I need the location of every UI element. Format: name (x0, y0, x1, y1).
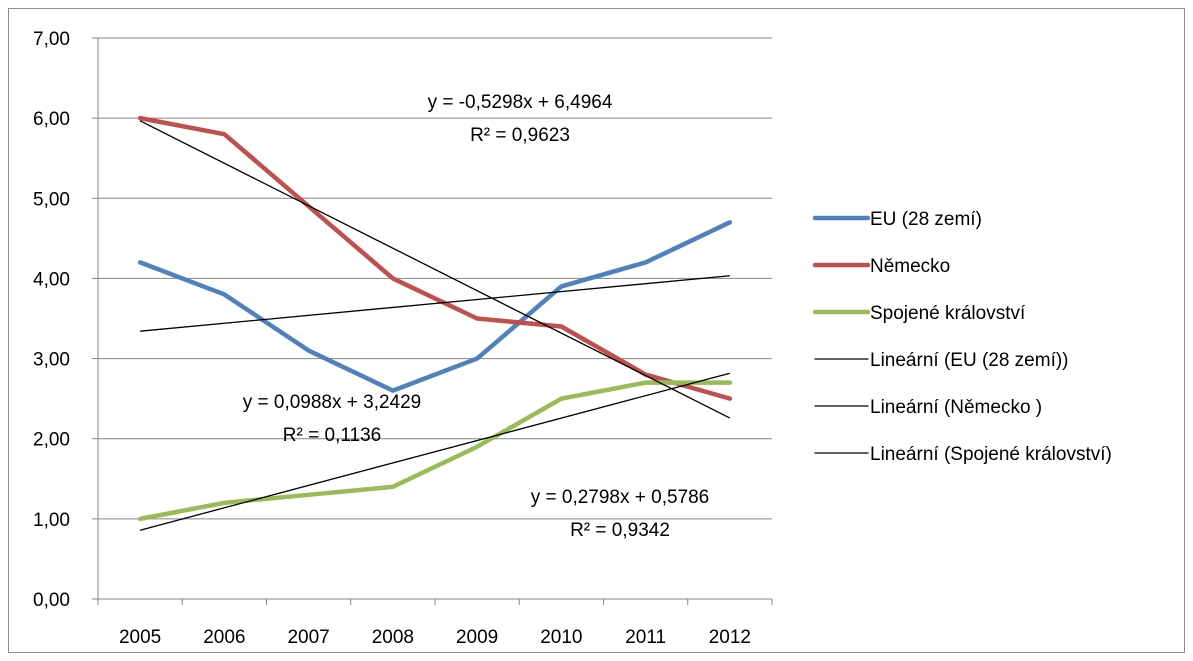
x-tick-label: 2012 (709, 627, 751, 648)
legend-label-2: Německo (870, 256, 950, 277)
legend-label-5: Lineární (Německo ) (870, 397, 1042, 418)
trendline-equation-2: y = -0,5298x + 6,4964 (428, 92, 613, 113)
y-tick-label: 0,00 (33, 590, 70, 611)
trendline-r2-3: R² = 0,9342 (570, 520, 670, 541)
series-line-1 (137, 220, 733, 393)
legend-label-3: Spojené království (870, 303, 1026, 324)
y-tick-label: 3,00 (33, 350, 70, 371)
x-tick-label: 2009 (456, 627, 498, 648)
y-tick-label: 7,00 (33, 29, 70, 50)
trendline-r2-1: R² = 0,1136 (283, 425, 381, 446)
x-tick-label: 2011 (625, 627, 666, 648)
chart-frame (8, 8, 1185, 653)
x-tick-label: 2010 (540, 627, 582, 648)
trendline-2 (139, 120, 731, 419)
trendline-1 (140, 275, 730, 332)
trendline-3 (139, 372, 731, 531)
x-tick-label: 2005 (119, 627, 161, 648)
y-tick-label: 4,00 (33, 269, 70, 290)
legend-label-4: Lineární (EU (28 zemí)) (870, 350, 1069, 371)
y-tick-label: 1,00 (33, 510, 70, 531)
x-tick-label: 2007 (287, 627, 329, 648)
trendline-r2-2: R² = 0,9623 (470, 125, 570, 146)
trendline-equation-1: y = 0,0988x + 3,2429 (243, 392, 422, 413)
y-tick-label: 2,00 (33, 430, 70, 451)
series-line-3 (137, 380, 733, 522)
y-tick-label: 5,00 (33, 189, 70, 210)
x-tick-label: 2006 (203, 627, 245, 648)
y-tick-label: 6,00 (33, 109, 70, 130)
series-line-2 (137, 115, 733, 401)
legend-label-1: EU (28 zemí) (870, 209, 982, 230)
x-tick-label: 2008 (372, 627, 414, 648)
trendline-equation-3: y = 0,2798x + 0,5786 (531, 487, 710, 508)
legend-label-6: Lineární (Spojené království) (870, 444, 1112, 465)
